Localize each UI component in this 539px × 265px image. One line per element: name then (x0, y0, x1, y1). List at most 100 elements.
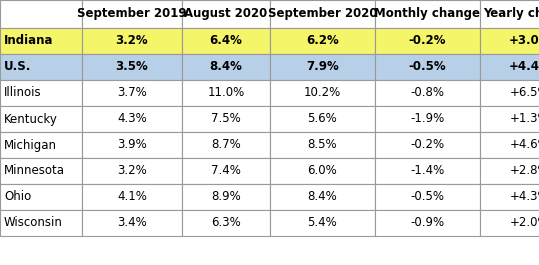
Bar (480, 158, 539, 184)
Bar (375, 28, 480, 54)
Text: U.S.: U.S. (4, 60, 31, 73)
Text: 10.2%: 10.2% (304, 86, 341, 99)
Text: -0.2%: -0.2% (410, 139, 445, 152)
Bar (82, 28, 182, 54)
Bar (82, 210, 182, 236)
Text: +1.3%: +1.3% (510, 113, 539, 126)
Text: +6.5%: +6.5% (510, 86, 539, 99)
Bar (480, 132, 539, 158)
Text: 5.6%: 5.6% (308, 113, 337, 126)
Text: 3.4%: 3.4% (117, 217, 147, 229)
Text: Yearly change: Yearly change (483, 7, 539, 20)
Bar (375, 54, 480, 80)
Text: 3.2%: 3.2% (117, 165, 147, 178)
Text: 5.4%: 5.4% (308, 217, 337, 229)
Bar (480, 106, 539, 132)
Bar (375, 210, 480, 236)
Bar (82, 0, 182, 28)
Bar (0, 54, 82, 80)
Bar (270, 210, 375, 236)
Text: 6.2%: 6.2% (306, 34, 339, 47)
Text: -0.8%: -0.8% (411, 86, 445, 99)
Text: 6.3%: 6.3% (211, 217, 241, 229)
Bar (0, 0, 82, 28)
Text: 7.4%: 7.4% (211, 165, 241, 178)
Text: 8.5%: 8.5% (308, 139, 337, 152)
Text: 8.4%: 8.4% (210, 60, 243, 73)
Text: +4.6%: +4.6% (510, 139, 539, 152)
Bar (182, 210, 270, 236)
Text: 8.4%: 8.4% (308, 191, 337, 204)
Bar (82, 106, 182, 132)
Text: +4.4%: +4.4% (509, 60, 539, 73)
Bar (0, 28, 82, 54)
Text: September 2019: September 2019 (77, 7, 187, 20)
Text: Monthly change: Monthly change (375, 7, 480, 20)
Text: +4.3%: +4.3% (510, 191, 539, 204)
Bar (480, 54, 539, 80)
Text: August 2020: August 2020 (184, 7, 268, 20)
Text: 4.3%: 4.3% (117, 113, 147, 126)
Text: Illinois: Illinois (4, 86, 42, 99)
Text: -1.4%: -1.4% (410, 165, 445, 178)
Bar (480, 210, 539, 236)
Bar (0, 80, 82, 106)
Text: +2.0%: +2.0% (510, 217, 539, 229)
Bar (375, 158, 480, 184)
Bar (270, 184, 375, 210)
Bar (182, 158, 270, 184)
Bar (270, 158, 375, 184)
Bar (182, 106, 270, 132)
Text: 3.7%: 3.7% (117, 86, 147, 99)
Text: Kentucky: Kentucky (4, 113, 58, 126)
Text: Minnesota: Minnesota (4, 165, 65, 178)
Bar (270, 54, 375, 80)
Text: Michigan: Michigan (4, 139, 57, 152)
Bar (375, 0, 480, 28)
Text: 8.7%: 8.7% (211, 139, 241, 152)
Bar (375, 184, 480, 210)
Bar (375, 106, 480, 132)
Text: -1.9%: -1.9% (410, 113, 445, 126)
Bar (82, 80, 182, 106)
Text: 7.5%: 7.5% (211, 113, 241, 126)
Bar (480, 80, 539, 106)
Text: +3.0%: +3.0% (509, 34, 539, 47)
Text: Ohio: Ohio (4, 191, 31, 204)
Text: 3.9%: 3.9% (117, 139, 147, 152)
Bar (82, 184, 182, 210)
Bar (375, 80, 480, 106)
Text: Wisconsin: Wisconsin (4, 217, 63, 229)
Bar (82, 54, 182, 80)
Text: -0.5%: -0.5% (409, 60, 446, 73)
Bar (182, 80, 270, 106)
Bar (270, 80, 375, 106)
Text: +2.8%: +2.8% (510, 165, 539, 178)
Text: 3.5%: 3.5% (116, 60, 148, 73)
Text: 6.4%: 6.4% (210, 34, 243, 47)
Bar (0, 106, 82, 132)
Bar (375, 132, 480, 158)
Bar (182, 184, 270, 210)
Bar (480, 28, 539, 54)
Text: September 2020: September 2020 (268, 7, 377, 20)
Text: Indiana: Indiana (4, 34, 53, 47)
Text: -0.2%: -0.2% (409, 34, 446, 47)
Bar (182, 0, 270, 28)
Bar (82, 132, 182, 158)
Bar (182, 54, 270, 80)
Bar (0, 158, 82, 184)
Bar (82, 158, 182, 184)
Text: 11.0%: 11.0% (208, 86, 245, 99)
Bar (480, 184, 539, 210)
Bar (0, 210, 82, 236)
Text: 6.0%: 6.0% (308, 165, 337, 178)
Text: 3.2%: 3.2% (116, 34, 148, 47)
Bar (0, 184, 82, 210)
Bar (0, 132, 82, 158)
Bar (182, 132, 270, 158)
Text: -0.9%: -0.9% (410, 217, 445, 229)
Bar (270, 132, 375, 158)
Bar (270, 28, 375, 54)
Bar (270, 0, 375, 28)
